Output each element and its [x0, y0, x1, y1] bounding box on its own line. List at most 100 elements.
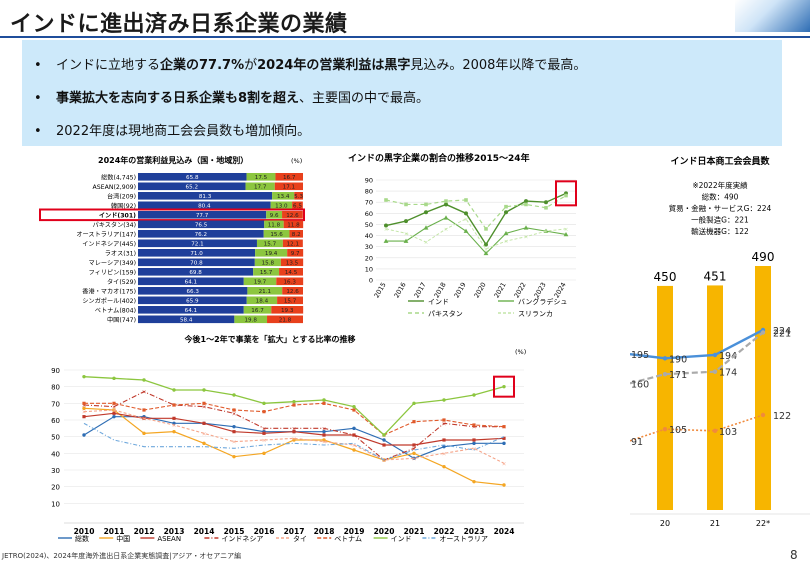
bar-segment: [243, 277, 277, 286]
data-label: 17.5: [255, 175, 268, 181]
x-tick-label: 2022: [434, 527, 455, 536]
data-point: [442, 418, 446, 422]
data-point: [423, 225, 429, 230]
data-label: 65.9: [186, 299, 199, 305]
data-point: [112, 401, 116, 405]
data-point: ×: [292, 426, 297, 432]
x-tick-label: 2010: [74, 527, 95, 536]
data-point: [232, 430, 236, 434]
member-bar: [707, 285, 723, 510]
data-label: 16.3: [283, 280, 296, 286]
bar-segment: [274, 182, 303, 191]
data-point: [262, 431, 266, 435]
data-point: [712, 428, 718, 434]
x-tick-label: 21: [710, 519, 720, 528]
y-tick-label: 40: [365, 232, 373, 240]
data-point: ×: [442, 451, 447, 457]
data-label: 12.6: [286, 213, 299, 219]
profit-outlook-chart: 2024年の営業利益見込み（国・地域別） (%) 総数(4,745) 65.8 17.5…: [39, 155, 305, 324]
bar-segment: [263, 230, 290, 238]
data-label: 17.1: [283, 185, 296, 191]
y-tick-label: 50: [365, 221, 373, 229]
bar-segment: [282, 239, 303, 248]
data-label: 19.8: [244, 318, 257, 324]
cropped-left-label: 195: [631, 350, 649, 361]
y-tick-label: 0: [369, 277, 373, 285]
data-label: 65.8: [186, 175, 199, 181]
x-tick-label: 2011: [104, 527, 125, 536]
bar-segment: [243, 306, 272, 314]
x-tick-label: 2017: [413, 281, 428, 299]
data-point: ×: [292, 436, 297, 442]
category-label: パキスタン(34): [93, 221, 136, 229]
member-series-line: [630, 414, 764, 442]
data-point: ×: [322, 426, 327, 432]
data-label: 70.8: [190, 261, 203, 267]
data-point: ×: [82, 410, 87, 416]
bar-segment: [138, 287, 248, 295]
data-point: [662, 356, 668, 361]
chamber-members-chart: インド日本商工会会員数 ※2022年度実績総数：490貿易・金融・サービスG：22…: [630, 155, 810, 528]
data-point: [202, 441, 206, 446]
x-tick-label: 2016: [254, 527, 275, 536]
data-label: 19.3: [281, 308, 294, 314]
data-label: 103: [719, 427, 737, 438]
data-label: 21.1: [259, 289, 272, 295]
x-tick-label: 20: [660, 519, 670, 528]
data-point: [662, 371, 668, 377]
x-tick-label: 2013: [164, 527, 185, 536]
data-point: ×: [232, 411, 237, 417]
data-point: [444, 199, 448, 203]
data-point: [412, 401, 416, 406]
data-point: [322, 398, 326, 402]
data-point: [463, 228, 469, 233]
x-tick-label: 22*: [756, 519, 770, 528]
bullet-text: 、主要国の中で最高。: [299, 91, 430, 106]
data-label: 224: [773, 326, 791, 337]
data-label: 16.7: [251, 308, 264, 314]
bar-segment: [292, 201, 303, 210]
bullet-marker: •: [34, 91, 42, 106]
data-point: ×: [412, 446, 417, 452]
bar-total-label: 490: [752, 250, 775, 264]
bar-segment: [247, 287, 283, 295]
data-label: 69.8: [189, 270, 202, 276]
legend-label: タイ: [293, 534, 307, 543]
bullet-text: 見込み。2008年以降で最高。: [410, 58, 587, 73]
bar-segment: [138, 211, 267, 219]
bar-segment: [246, 296, 278, 305]
data-point: [472, 393, 476, 397]
data-point: ×: [442, 421, 447, 427]
category-label: ベトナム(804): [95, 307, 136, 314]
data-point: [82, 401, 86, 405]
y-tick-label: 10: [365, 265, 373, 273]
data-point: ×: [472, 446, 477, 452]
category-label: ラオス(31): [105, 250, 136, 257]
cropped-left-label: 160: [631, 379, 649, 390]
bar-segment: [271, 306, 304, 314]
source-note: JETRO(2024)、2024年度海外進出日系企業実態調査|アジア・オセアニア…: [2, 552, 242, 560]
data-point: [443, 215, 449, 220]
series-line: [385, 195, 567, 230]
data-label: 64.1: [185, 308, 198, 314]
y-tick-label: 60: [51, 417, 60, 425]
data-point: [112, 411, 116, 415]
bar-segment: [267, 315, 303, 324]
data-point: ×: [384, 227, 389, 233]
category-label: 台湾(209): [107, 192, 136, 200]
data-point: [712, 369, 718, 374]
data-point: ×: [412, 456, 417, 462]
x-tick-label: 2019: [344, 527, 365, 536]
data-point: [503, 230, 509, 236]
bar-segment: [264, 220, 284, 229]
data-point: ×: [352, 443, 357, 449]
data-label: 13.5: [286, 261, 299, 267]
data-label: 13.0: [275, 204, 288, 210]
bar-segment: [138, 239, 257, 248]
x-tick-label: 2019: [453, 281, 468, 299]
highlight-box: [555, 180, 577, 207]
data-point: [484, 227, 488, 231]
bar-segment: [138, 249, 256, 257]
data-point: ×: [142, 416, 147, 422]
category-label: インドネシア(445): [82, 241, 136, 248]
